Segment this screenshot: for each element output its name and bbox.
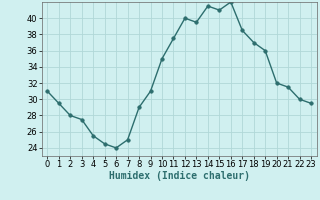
X-axis label: Humidex (Indice chaleur): Humidex (Indice chaleur) xyxy=(109,171,250,181)
